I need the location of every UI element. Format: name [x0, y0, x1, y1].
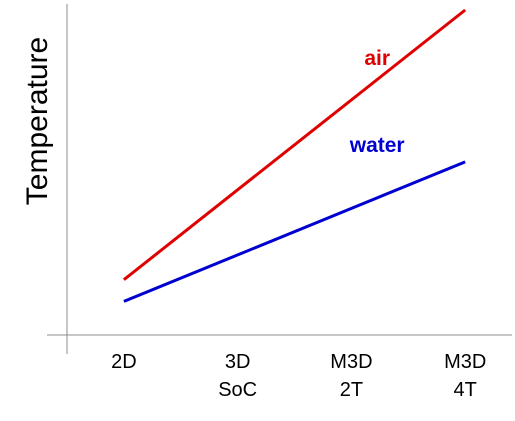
series-line-air [122, 8, 467, 281]
x-tick-label: M3D 2T [330, 351, 372, 401]
series-label-water: water [349, 134, 405, 157]
x-tick-label: M3D 4T [444, 351, 486, 401]
series-lines [122, 8, 467, 303]
y-axis-label: Temperature [21, 37, 54, 205]
x-tick-label: 2D [111, 351, 137, 373]
series-line-water [123, 160, 466, 303]
x-tick-label: 3D SoC [218, 351, 257, 401]
series-label-air: air [364, 47, 390, 70]
series-labels: air water [349, 47, 405, 157]
x-tick-labels: 2D 3D SoC M3D 2T M3D 4T [111, 351, 486, 401]
